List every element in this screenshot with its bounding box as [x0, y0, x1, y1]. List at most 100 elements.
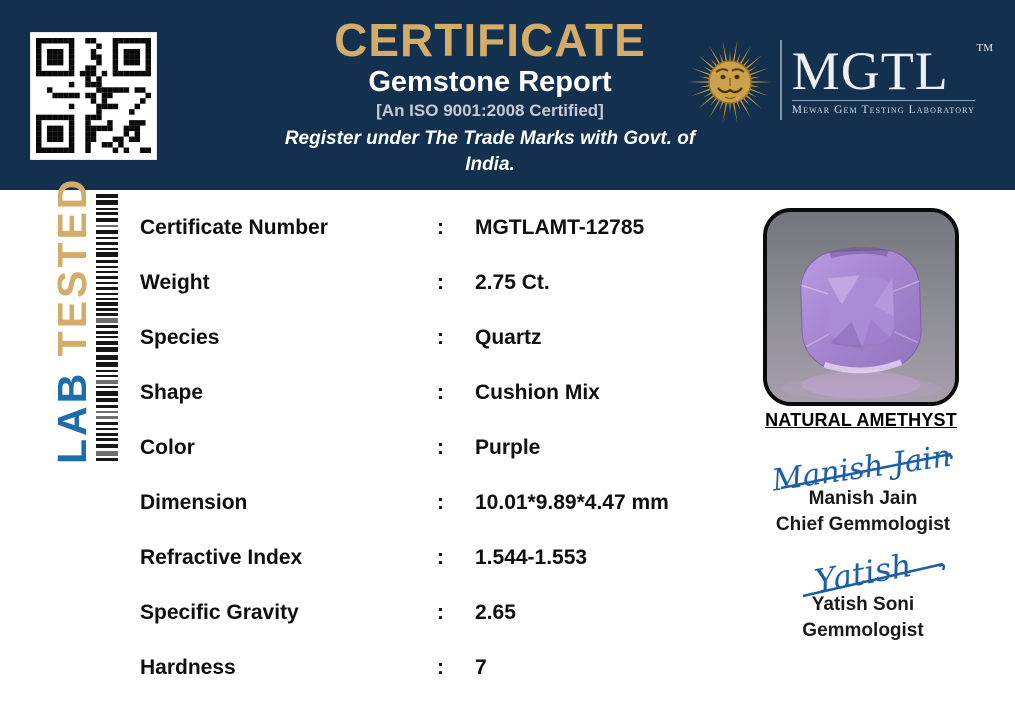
barcode-bar [96, 443, 118, 449]
barcode-bar [96, 270, 118, 274]
barcode [96, 194, 118, 462]
row-label: Species [140, 325, 220, 349]
row-separator: : [437, 545, 444, 569]
barcode-bar [96, 458, 118, 462]
table-row: Certificate Number : MGTLAMT-12785 [140, 200, 725, 255]
barcode-bar [96, 302, 118, 306]
barcode-bar [96, 275, 118, 280]
barcode-bar [96, 286, 118, 290]
barcode-bar [96, 340, 118, 345]
gemstone-photo [763, 208, 959, 406]
certificate-title: CERTIFICATE [334, 14, 646, 66]
barcode-bar [96, 265, 118, 269]
barcode-bar [96, 369, 118, 372]
row-value: Quartz [475, 325, 542, 349]
lab-text: LAB [49, 370, 95, 464]
row-label: Dimension [140, 490, 248, 514]
barcode-bar [96, 362, 118, 368]
table-row: Specific Gravity : 2.65 [140, 585, 725, 640]
barcode-bar [96, 318, 118, 323]
barcode-bar [96, 217, 118, 223]
barcode-bar [96, 200, 118, 205]
barcode-bar [96, 212, 118, 215]
barcode-bar [96, 313, 118, 316]
row-label: Shape [140, 380, 204, 404]
table-row: Species : Quartz [140, 310, 725, 365]
qr-code [30, 32, 157, 160]
row-label: Hardness [140, 655, 236, 679]
row-value: 1.544-1.553 [475, 545, 588, 569]
gemstone-image [767, 212, 955, 402]
barcode-bar [96, 374, 118, 378]
barcode-bar [96, 450, 118, 456]
mgtl-logo: MGTL TM Mewar Gem Testing Laboratory [684, 28, 993, 132]
barcode-bar [96, 438, 118, 441]
barcode-bar [96, 325, 118, 329]
table-row: Weight : 2.75 Ct. [140, 255, 725, 310]
row-value: 2.75 Ct. [475, 270, 550, 294]
table-row: Refractive Index : 1.544-1.553 [140, 530, 725, 585]
details-table: Certificate Number : MGTLAMT-12785 Weigh… [140, 200, 725, 695]
barcode-bar [96, 433, 118, 436]
row-label: Certificate Number [140, 215, 328, 239]
specimen-caption: NATURAL AMETHYST [765, 410, 957, 430]
barcode-bar [96, 390, 118, 396]
barcode-bar [96, 415, 118, 420]
yatish-signature: Yatish [802, 548, 946, 600]
barcode-bar [96, 224, 118, 228]
row-separator: : [437, 490, 444, 514]
barcode-bar [96, 207, 118, 210]
row-separator: : [437, 270, 444, 294]
row-value: 10.01*9.89*4.47 mm [475, 490, 669, 514]
row-separator: : [437, 600, 444, 624]
logo-text-block: MGTL TM Mewar Gem Testing Laboratory [791, 42, 994, 116]
barcode-bar [96, 308, 118, 311]
row-separator: : [437, 655, 444, 679]
barcode-bar [96, 259, 118, 264]
row-value: Purple [475, 435, 541, 459]
barcode-bar [96, 229, 118, 234]
signer-name: Yatish Soni [811, 594, 915, 615]
row-separator: : [437, 435, 444, 459]
signature-block-chief-gemmologist: Manish Jain Manish Jain Chief Gemmologis… [758, 438, 968, 537]
report-subtitle: Gemstone Report [368, 66, 612, 99]
row-value: 2.65 [475, 600, 516, 624]
manish-jain-signature: Manish Jain [769, 439, 954, 499]
qr-code-image [36, 38, 151, 153]
row-value: MGTLAMT-12785 [475, 215, 645, 239]
barcode-bar [96, 386, 118, 389]
barcode-bar [96, 380, 118, 384]
table-row: Shape : Cushion Mix [140, 365, 725, 420]
trademark-register-line: Register under The Trade Marks with Govt… [284, 128, 696, 175]
header-band: CERTIFICATE Gemstone Report [An ISO 9001… [0, 0, 1015, 190]
tested-text: TESTED [49, 176, 95, 371]
logo-divider [779, 40, 782, 120]
sun-face-emblem-icon [687, 40, 772, 124]
barcode-bar [96, 331, 118, 334]
iso-certification-line: [An ISO 9001:2008 Certified] [376, 100, 604, 120]
barcode-bar [96, 347, 118, 353]
lab-tested-vertical-text: LAB TESTED [49, 177, 95, 464]
barcode-bar [96, 297, 118, 300]
signer-title: Gemmologist [802, 619, 924, 641]
row-label: Specific Gravity [140, 600, 299, 624]
signature-block-gemmologist: Yatish Yatish Soni Gemmologist [758, 548, 968, 643]
barcode-bar [96, 427, 118, 431]
signer-name: Manish Jain [808, 488, 918, 509]
barcode-bar [96, 292, 118, 296]
barcode-bar [96, 194, 118, 198]
barcode-bar [96, 421, 118, 425]
barcode-bar [96, 248, 118, 250]
table-row: Dimension : 10.01*9.89*4.47 mm [140, 475, 725, 530]
barcode-bar [96, 236, 118, 239]
row-value: 7 [475, 655, 487, 679]
header-text-block: CERTIFICATE Gemstone Report [An ISO 9001… [205, 0, 775, 178]
barcode-bar [96, 354, 118, 360]
barcode-bar [96, 405, 118, 409]
row-label: Weight [140, 270, 210, 294]
trademark-symbol: TM [976, 42, 994, 54]
barcode-bar [96, 398, 118, 403]
row-separator: : [437, 380, 444, 404]
logo-tagline: Mewar Gem Testing Laboratory [791, 100, 975, 116]
